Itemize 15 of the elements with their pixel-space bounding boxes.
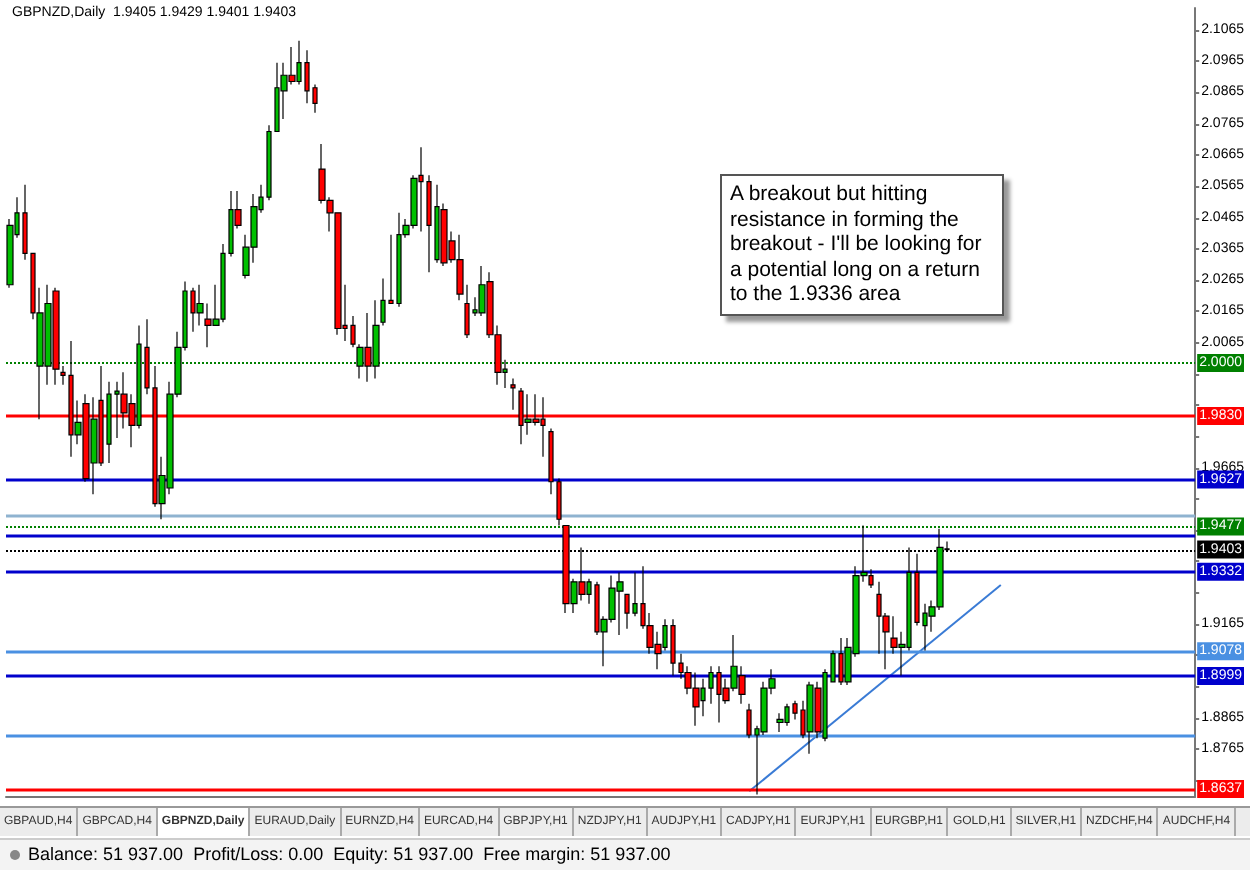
candlestick [524,393,532,436]
candlestick [716,665,722,724]
candlestick [784,703,790,727]
candlestick [396,212,402,308]
candlestick [838,637,844,686]
text: Balance: 51 937.00 Profit/Loss: 0.00 Equity: 51 937.00 Free margin: 51 937.00 [0,838,1250,870]
candlestick [806,681,814,755]
candlestick [372,299,380,380]
candlestick [670,618,676,677]
candlestick [510,377,516,411]
annotation: A breakout but hitting resistance in forming the breakout - I'll be looking for a potential long on a return to the 1.9336 area [720,174,1004,315]
candlestick [776,712,784,733]
candlestick [692,671,700,727]
candlestick [52,287,60,386]
candlestick [616,571,624,636]
